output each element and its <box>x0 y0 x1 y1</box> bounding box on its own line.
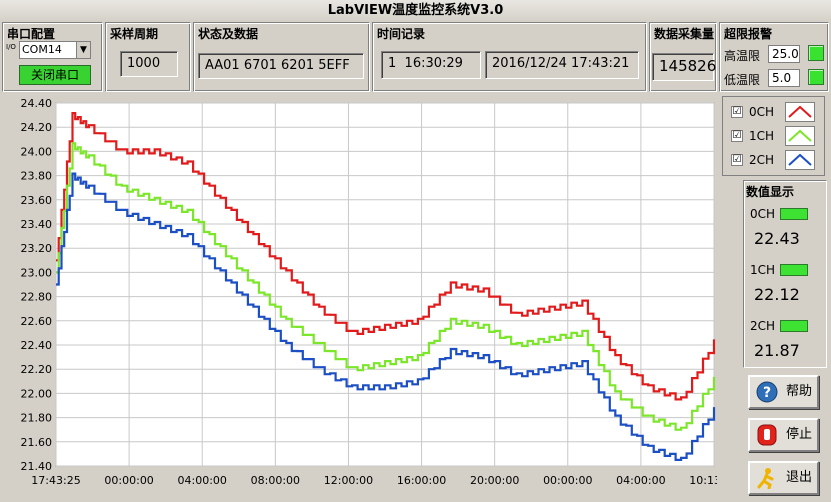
waveform-chart[interactable]: 24.40 24.20 24.00 23.80 23.60 23.40 23.20 23.00… <box>2 93 739 498</box>
y-tick-label: 24.20 <box>21 121 53 134</box>
numeric-display-panel: 数值显示 0CH 22.43 1CH 22.12 2CH 21.87 <box>743 180 827 368</box>
legend-label-0ch: 0CH <box>749 105 775 119</box>
stop-button[interactable]: 停止 <box>748 418 819 452</box>
ch0-value: 22.43 <box>754 229 800 248</box>
count-title: 数据采集量 <box>654 27 715 41</box>
y-tick-label: 22.60 <box>21 315 53 328</box>
sample-period-panel: 采样周期 1000 <box>105 22 191 92</box>
stop-label: 停止 <box>786 427 813 442</box>
ch2-value: 21.87 <box>754 341 800 360</box>
time-start-value: 16:30:29 <box>404 56 463 71</box>
serial-config-panel: 串口配置 I/O COM14 ▼ 关闭串口 <box>2 22 103 92</box>
legend-label-1ch: 1CH <box>749 129 775 143</box>
high-alarm-led <box>808 45 824 61</box>
help-button[interactable]: ? 帮助 <box>748 375 819 409</box>
low-limit-input[interactable]: 5.0 <box>768 69 800 87</box>
legend-swatch-2ch[interactable] <box>785 150 815 170</box>
alarm-panel: 超限报警 高温限 25.0 低温限 5.0 <box>719 22 829 92</box>
series-line-2ch <box>56 172 716 461</box>
low-alarm-led <box>808 69 824 85</box>
time-start: 1 16:30:29 <box>381 51 481 79</box>
y-tick-label: 22.40 <box>21 339 53 352</box>
count-value: 145826 <box>652 53 716 81</box>
plot-area <box>55 102 715 467</box>
x-tick-label: 17:43:25 <box>31 474 80 487</box>
x-tick-label: 20:00:00 <box>470 474 519 487</box>
x-tick-label: 00:00:00 <box>543 474 592 487</box>
legend-checkbox-2ch[interactable]: ☑ <box>731 154 743 166</box>
time-now: 2016/12/24 17:43:21 <box>485 51 639 79</box>
y-tick-label: 22.20 <box>21 363 53 376</box>
high-limit-label: 高温限 <box>724 49 761 63</box>
numeric-display-title: 数值显示 <box>746 185 795 199</box>
help-icon: ? <box>756 381 778 403</box>
sample-period-title: 采样周期 <box>110 27 159 41</box>
time-panel: 时间记录 1 16:30:29 2016/12/24 17:43:21 <box>372 22 647 92</box>
chevron-down-icon[interactable]: ▼ <box>76 42 90 58</box>
serial-port-select[interactable]: COM14 ▼ <box>19 41 91 59</box>
y-tick-label: 21.80 <box>21 412 53 425</box>
ch0-label: 0CH <box>750 207 776 221</box>
y-tick-label: 21.40 <box>21 460 53 473</box>
series-line-0ch <box>56 112 716 401</box>
legend-checkbox-0ch[interactable]: ☑ <box>731 106 743 118</box>
y-tick-label: 22.00 <box>21 387 53 400</box>
ch2-led <box>780 320 808 332</box>
ch0-led <box>780 208 808 220</box>
status-title: 状态及数据 <box>198 27 259 41</box>
running-man-icon <box>756 467 778 490</box>
count-panel: 数据采集量 145826 <box>649 22 717 92</box>
low-limit-label: 低温限 <box>724 73 761 87</box>
exit-label: 退出 <box>786 470 813 485</box>
x-tick-label: 00:00:00 <box>104 474 153 487</box>
window-title: LabVIEW温度监控系统V3.0 <box>0 0 831 22</box>
exit-button[interactable]: 退出 <box>748 461 819 495</box>
x-tick-label: 04:00:00 <box>178 474 227 487</box>
sample-period-input[interactable]: 1000 <box>120 51 178 77</box>
x-tick-label: 04:00:00 <box>616 474 665 487</box>
ch2-label: 2CH <box>750 319 776 333</box>
stop-hand-icon <box>756 424 778 446</box>
serial-config-title: 串口配置 <box>7 27 56 41</box>
plot-legend: ☑ 0CH ☑ 1CH ☑ 2CH <box>722 96 825 176</box>
legend-swatch-1ch[interactable] <box>785 126 815 146</box>
y-tick-label: 24.40 <box>21 97 53 110</box>
ch1-value: 22.12 <box>754 285 800 304</box>
time-index: 1 <box>388 56 397 71</box>
legend-label-2ch: 2CH <box>749 153 775 167</box>
ch1-label: 1CH <box>750 263 776 277</box>
series-line-1ch <box>56 142 716 431</box>
x-tick-label: 08:00:00 <box>251 474 300 487</box>
y-tick-label: 21.60 <box>21 436 53 449</box>
time-title: 时间记录 <box>377 27 426 41</box>
y-tick-label: 23.80 <box>21 170 53 183</box>
status-panel: 状态及数据 AA01 6701 6201 5EFF <box>193 22 370 92</box>
status-value: AA01 6701 6201 5EFF <box>198 53 364 79</box>
alarm-title: 超限报警 <box>724 27 773 41</box>
ch1-led <box>780 264 808 276</box>
close-serial-button[interactable]: 关闭串口 <box>19 65 91 85</box>
legend-swatch-0ch[interactable] <box>785 102 815 122</box>
high-limit-input[interactable]: 25.0 <box>768 45 800 63</box>
x-tick-label: 10:13:50 <box>689 474 717 487</box>
y-tick-label: 24.00 <box>21 145 53 158</box>
help-label: 帮助 <box>786 384 813 399</box>
io-icon: I/O <box>6 43 16 51</box>
chart-svg: 24.40 24.20 24.00 23.80 23.60 23.40 23.20 23.00… <box>21 97 739 487</box>
x-tick-label: 12:00:00 <box>324 474 373 487</box>
y-tick-label: 22.80 <box>21 291 53 304</box>
x-tick-label: 16:00:00 <box>397 474 446 487</box>
y-tick-label: 23.40 <box>21 218 53 231</box>
y-tick-label: 23.20 <box>21 242 53 255</box>
svg-text:?: ? <box>763 385 771 401</box>
y-tick-label: 23.00 <box>21 266 53 279</box>
legend-checkbox-1ch[interactable]: ☑ <box>731 130 743 142</box>
y-tick-label: 23.60 <box>21 194 53 207</box>
serial-port-value: COM14 <box>22 43 62 56</box>
